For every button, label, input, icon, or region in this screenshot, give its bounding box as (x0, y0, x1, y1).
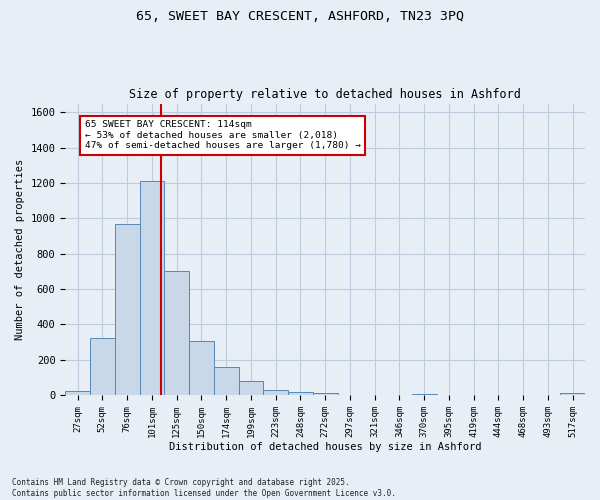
Text: 65 SWEET BAY CRESCENT: 114sqm
← 53% of detached houses are smaller (2,018)
47% o: 65 SWEET BAY CRESCENT: 114sqm ← 53% of d… (85, 120, 361, 150)
Bar (560, 393, 585, 395)
Bar (115, 224, 140, 395)
Title: Size of property relative to detached houses in Ashford: Size of property relative to detached ho… (129, 88, 521, 101)
Bar (65, 391, 90, 395)
Bar (288, 392, 313, 395)
Bar (189, 341, 214, 395)
Bar (313, 393, 338, 395)
Text: 65, SWEET BAY CRESCENT, ASHFORD, TN23 3PQ: 65, SWEET BAY CRESCENT, ASHFORD, TN23 3P… (136, 10, 464, 23)
Bar (239, 381, 263, 395)
X-axis label: Distribution of detached houses by size in Ashford: Distribution of detached houses by size … (169, 442, 481, 452)
Bar (412, 394, 437, 395)
Bar (164, 272, 189, 395)
Bar (214, 366, 239, 395)
Bar (90, 338, 115, 395)
Bar (263, 390, 288, 395)
Bar (140, 182, 164, 395)
Y-axis label: Number of detached properties: Number of detached properties (15, 158, 25, 340)
Text: Contains HM Land Registry data © Crown copyright and database right 2025.
Contai: Contains HM Land Registry data © Crown c… (12, 478, 396, 498)
